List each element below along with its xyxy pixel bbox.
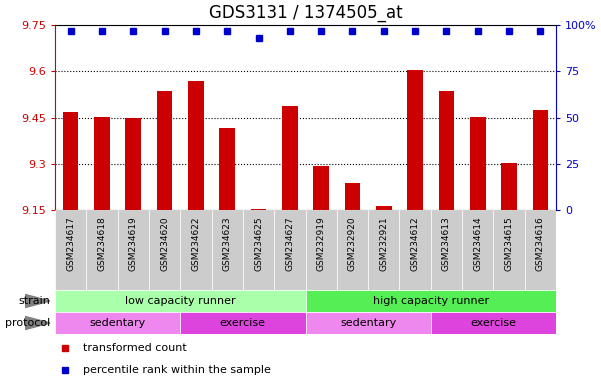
Bar <box>305 290 556 312</box>
Text: GSM234620: GSM234620 <box>160 217 169 271</box>
Bar <box>180 312 305 334</box>
Text: exercise: exercise <box>471 318 516 328</box>
Bar <box>55 210 87 290</box>
Bar <box>368 210 400 290</box>
Text: sedentary: sedentary <box>340 318 396 328</box>
Bar <box>344 183 360 210</box>
Bar <box>376 206 392 210</box>
Text: GSM234618: GSM234618 <box>97 217 106 271</box>
Text: GSM234623: GSM234623 <box>223 217 232 271</box>
Bar <box>188 81 204 210</box>
Text: GSM234616: GSM234616 <box>536 217 545 271</box>
Text: GSM234615: GSM234615 <box>504 217 513 271</box>
Bar <box>87 210 118 290</box>
Bar <box>212 210 243 290</box>
Bar <box>431 312 556 334</box>
Bar <box>532 111 548 210</box>
Bar <box>157 91 172 210</box>
Bar <box>282 106 297 210</box>
Bar <box>126 118 141 210</box>
Bar <box>94 117 110 210</box>
Bar <box>439 91 454 210</box>
Bar <box>55 290 305 312</box>
Bar <box>305 312 431 334</box>
Bar <box>149 210 180 290</box>
Text: GSM234614: GSM234614 <box>473 217 482 271</box>
Bar <box>274 210 305 290</box>
Text: sedentary: sedentary <box>90 318 146 328</box>
Bar <box>63 112 79 210</box>
Text: GSM234612: GSM234612 <box>410 217 419 271</box>
Text: strain: strain <box>18 296 50 306</box>
Polygon shape <box>25 316 50 329</box>
Bar <box>400 210 431 290</box>
Bar <box>180 210 212 290</box>
Bar <box>313 166 329 210</box>
Text: protocol: protocol <box>5 318 50 328</box>
Text: GSM232919: GSM232919 <box>317 217 326 271</box>
Text: high capacity runner: high capacity runner <box>373 296 489 306</box>
Text: GSM234622: GSM234622 <box>191 217 200 271</box>
Bar <box>407 70 423 210</box>
Text: low capacity runner: low capacity runner <box>125 296 236 306</box>
Bar <box>118 210 149 290</box>
Bar <box>243 210 274 290</box>
Bar <box>470 117 486 210</box>
Text: GDS3131 / 1374505_at: GDS3131 / 1374505_at <box>209 3 402 22</box>
Bar <box>501 163 517 210</box>
Text: GSM234625: GSM234625 <box>254 217 263 271</box>
Bar <box>251 209 266 210</box>
Bar <box>431 210 462 290</box>
Polygon shape <box>25 295 50 308</box>
Text: GSM234619: GSM234619 <box>129 217 138 271</box>
Text: GSM234613: GSM234613 <box>442 217 451 271</box>
Bar <box>55 312 180 334</box>
Text: GSM232921: GSM232921 <box>379 217 388 271</box>
Bar <box>493 210 525 290</box>
Text: transformed count: transformed count <box>82 343 186 353</box>
Bar <box>219 128 235 210</box>
Bar <box>305 210 337 290</box>
Bar <box>525 210 556 290</box>
Text: GSM234627: GSM234627 <box>285 217 294 271</box>
Text: percentile rank within the sample: percentile rank within the sample <box>82 364 270 374</box>
Text: GSM232920: GSM232920 <box>348 217 357 271</box>
Text: GSM234617: GSM234617 <box>66 217 75 271</box>
Bar <box>462 210 493 290</box>
Bar <box>337 210 368 290</box>
Text: exercise: exercise <box>220 318 266 328</box>
